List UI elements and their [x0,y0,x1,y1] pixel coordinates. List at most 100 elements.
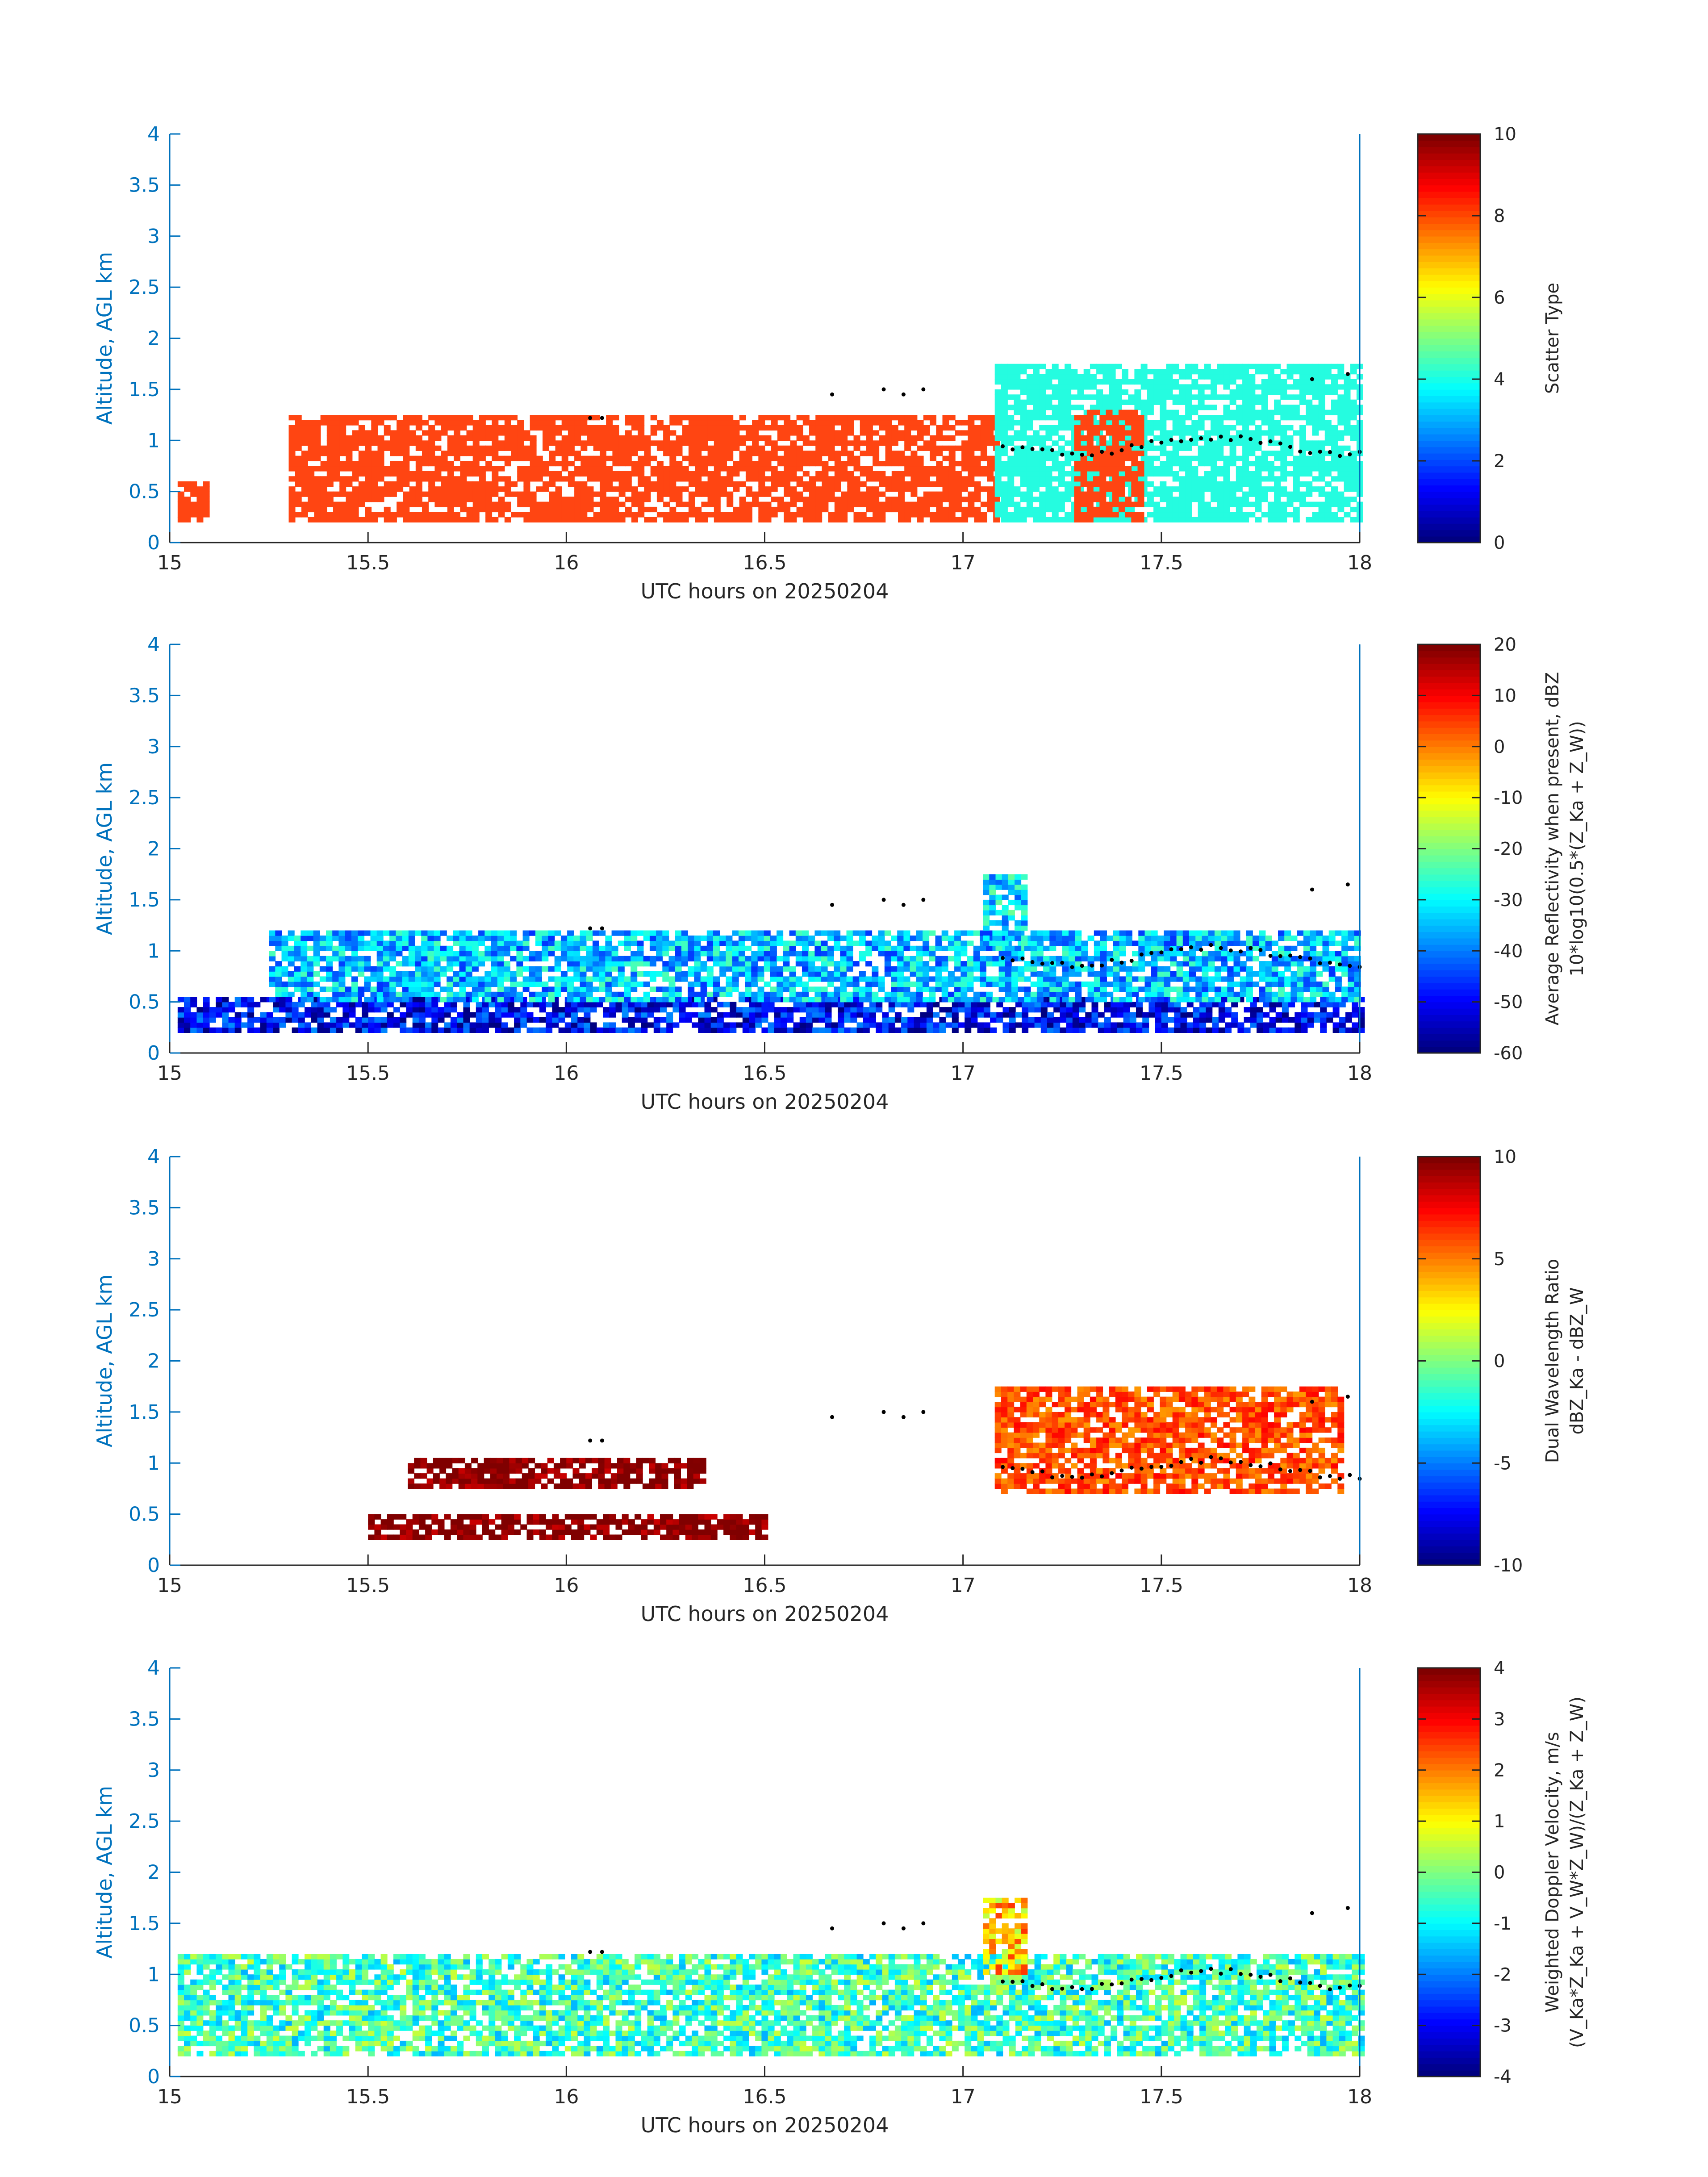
heatmap-cell [1229,486,1236,492]
heatmap-cell [866,425,873,431]
heatmap-cell [1093,512,1100,518]
heatmap-cell [1331,517,1338,522]
heatmap-cell [1191,455,1199,461]
heatmap-cell [656,425,664,431]
heatmap-cell [1122,399,1128,405]
heatmap-cell [501,1027,508,1033]
heatmap-cell [1160,425,1167,431]
heatmap-cell [961,466,969,472]
heatmap-cell [771,425,778,431]
heatmap-cell [1236,405,1243,410]
heatmap-cell [1331,461,1338,467]
heatmap-cell [294,986,301,992]
heatmap-cell [625,435,632,441]
heatmap-cell [917,506,924,513]
heatmap-cell [1161,1007,1168,1013]
heatmap-cell [472,481,480,487]
heatmap-cell [1318,471,1325,477]
heatmap-cell [698,1022,705,1028]
heatmap-cell [1293,517,1300,522]
heatmap-cell [758,415,765,421]
heatmap-cell [587,491,594,497]
heatmap-cell [961,512,969,518]
heatmap-cell [856,1002,864,1007]
heatmap-cell [1267,364,1274,369]
heatmap-cell [546,1012,553,1018]
heatmap-cell [1074,445,1081,451]
heatmap-cell [387,1022,394,1028]
heatmap-cell [926,1007,933,1013]
heatmap-cell [1280,466,1287,472]
heatmap-cell [733,517,740,522]
heatmap-cell [561,466,568,472]
heatmap-cell [234,1012,242,1018]
heatmap-cell [1007,466,1015,472]
heatmap-cell [1093,455,1100,461]
heatmap-cell [549,420,556,426]
heatmap-cell [1299,399,1306,405]
heatmap-cell [275,961,282,967]
heatmap-cell [606,476,613,482]
heatmap-cell [352,461,359,467]
heatmap-cell [447,451,454,456]
heatmap-cell [1242,481,1249,487]
heatmap-cell [1331,425,1338,431]
heatmap-cell [273,1017,280,1023]
heatmap-cell [460,506,467,513]
heatmap-cell [942,481,949,487]
heatmap-cell [365,471,372,477]
heatmap-cell [247,1002,255,1007]
heatmap-cell [936,430,943,436]
heatmap-cell [720,445,727,451]
heatmap-cell [752,435,759,441]
heatmap-cell [577,1002,585,1007]
heatmap-cell [1128,394,1135,400]
heatmap-cell [853,445,860,451]
heatmap-cell [428,425,435,431]
heatmap-cell [364,966,371,972]
heatmap-cell [876,1022,883,1028]
heatmap-cell [431,1012,438,1018]
heatmap-cell [1191,435,1199,441]
heatmap-cell [384,425,391,431]
heatmap-cell [609,1027,616,1033]
heatmap-cell [1217,364,1224,369]
heatmap-cell [1058,497,1065,502]
heatmap-cell [431,1022,438,1028]
heatmap-cell [1137,430,1144,436]
heatmap-cell [1249,420,1256,426]
heatmap-cell [764,491,772,497]
heatmap-cell [428,497,435,502]
heatmap-cell [961,481,969,487]
heatmap-cell [1306,364,1313,369]
heatmap-cell [498,506,505,513]
heatmap-cell [888,1002,895,1007]
heatmap-cell [1267,506,1274,513]
heatmap-cell [809,430,816,436]
heatmap-cell [1093,451,1100,456]
heatmap-cell [994,409,1002,415]
heatmap-cell [1306,445,1313,451]
heatmap-cell [485,461,493,467]
heatmap-cell [983,1012,990,1018]
heatmap-cell [1001,451,1008,456]
heatmap-cell [612,461,619,467]
heatmap-cell [434,512,442,518]
heatmap-cell [345,997,352,1003]
heatmap-cell [472,471,480,477]
heatmap-cell [441,415,448,421]
heatmap-cell [834,517,841,522]
heatmap-cell [1269,1002,1276,1007]
heatmap-cell [447,440,454,446]
heatmap-cell [523,451,530,456]
heatmap-cell [676,451,683,456]
heatmap-cell [739,415,746,421]
heatmap-cell [1178,384,1186,390]
heatmap-cell [450,1017,457,1023]
heatmap-cell [1155,1002,1162,1007]
colorbar-swatch [1418,255,1480,262]
heatmap-cell [1033,374,1040,380]
heatmap-cell [434,430,442,436]
colorbar-swatch [1418,146,1480,154]
heatmap-cell [1331,486,1338,492]
